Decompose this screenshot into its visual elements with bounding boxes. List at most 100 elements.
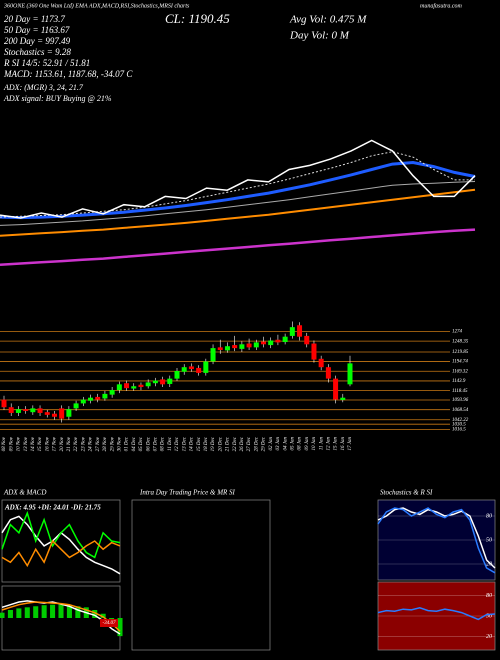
histogram-bar (66, 605, 72, 618)
x-tick-label: 15 Jan (334, 437, 339, 451)
x-tick-label: 27 Dec (247, 436, 252, 451)
candle-body (210, 348, 216, 362)
chart-title: 360ONE (360 One Wam Ltd) EMA ADX,MACD,RS… (3, 2, 190, 9)
candle-body (275, 339, 281, 343)
series-line (0, 160, 476, 220)
y-tick-label: 1030.5 (452, 422, 466, 427)
y-tick-label: 20 (486, 561, 492, 567)
candle-body (196, 367, 202, 373)
candle-body (174, 371, 180, 379)
x-tick-label: 26 Dec (240, 436, 245, 451)
x-tick-label: 18 Dec (204, 436, 209, 451)
histogram-bar (75, 606, 81, 618)
info-text: 50 Day = 1163.67 (4, 25, 70, 35)
x-tick-label: 23 Nov (81, 436, 86, 451)
x-tick-label: 04 Dec (132, 436, 137, 451)
histogram-bar (58, 604, 64, 618)
candle-body (116, 384, 122, 391)
x-tick-label: 05 Jan (290, 437, 295, 451)
x-tick-label: 08 Jan (298, 437, 303, 451)
candle-body (289, 327, 295, 336)
panel-frame (1, 499, 121, 583)
info-text: MACD: 1153.61, 1187.68, -34.07 C (3, 69, 133, 79)
x-tick-label: 19 Dec (211, 436, 216, 451)
panel-title: Intra Day Trading Price & MR SI (139, 489, 236, 497)
x-tick-label: 17 Jan (348, 437, 353, 451)
candle-body (1, 399, 7, 408)
series-line (0, 188, 476, 237)
y-tick-label: 1068.54 (452, 408, 469, 413)
y-tick-label: 1194.74 (452, 360, 468, 365)
candle-body (304, 335, 310, 345)
x-tick-label: 10 Jan (312, 437, 317, 451)
histogram-bar (33, 606, 39, 618)
candle-body (188, 366, 194, 370)
series-line (1, 601, 121, 632)
value-label: -34.07 (103, 621, 116, 626)
y-tick-label: 1093.96 (452, 398, 469, 403)
x-tick-label: 22 Nov (74, 436, 79, 451)
candle-body (239, 344, 245, 349)
histogram-bar (117, 618, 123, 637)
histogram-bar (7, 610, 13, 618)
candle-body (124, 383, 130, 389)
x-tick-label: 29 Dec (262, 436, 267, 451)
candle-body (181, 367, 187, 372)
x-tick-label: 29 Nov (110, 436, 115, 451)
candle-body (131, 386, 137, 389)
candle-body (232, 345, 238, 349)
candle-body (203, 361, 209, 373)
x-tick-label: 14 Dec (190, 436, 195, 451)
candle-body (95, 396, 101, 400)
x-tick-label: 08 Dec (161, 436, 166, 451)
x-tick-label: 14 Nov (31, 436, 36, 451)
x-tick-label: 28 Nov (103, 436, 108, 451)
x-tick-label: 11 Jan (319, 437, 324, 451)
y-tick-label: 50 (486, 613, 492, 619)
candle-body (282, 336, 288, 343)
x-tick-label: 21 Nov (67, 436, 72, 451)
candle-body (167, 378, 173, 384)
x-tick-label: 21 Dec (226, 436, 231, 451)
histogram-bar (0, 612, 5, 618)
info-text: ADX: (MGR) 3, 24, 21.7 (3, 83, 84, 92)
candle-body (318, 358, 324, 368)
x-tick-label: 15 Dec (197, 436, 202, 451)
x-tick-label: 06 Dec (146, 436, 151, 451)
y-tick-label: 1274 (452, 329, 463, 334)
histogram-bar (16, 608, 22, 618)
x-tick-label: 12 Dec (175, 436, 180, 451)
x-tick-label: 08 Nov (2, 436, 7, 451)
x-tick-label: 24 Nov (89, 436, 94, 451)
info-text: Stochastics = 9.28 (4, 47, 71, 57)
candle-body (80, 399, 86, 404)
histogram-bar (24, 607, 30, 618)
info-text: 20 Day = 1173.7 (4, 14, 65, 24)
x-tick-label: 13 Dec (182, 436, 187, 451)
candle-body (23, 409, 29, 412)
candle-body (333, 378, 339, 400)
y-tick-label: 1169.32 (452, 369, 468, 374)
candle-body (253, 342, 259, 348)
x-tick-label: 13 Nov (24, 436, 29, 451)
candle-body (347, 363, 353, 385)
candle-body (37, 408, 43, 413)
candle-body (73, 403, 79, 409)
y-tick-label: 1248.35 (452, 339, 469, 344)
candle-body (160, 379, 166, 385)
info-text: 200 Day = 997.49 (4, 36, 71, 46)
x-tick-label: 10 Nov (17, 436, 22, 451)
candle-body (261, 341, 266, 345)
series-line (1, 539, 121, 568)
histogram-bar (100, 613, 106, 618)
candle-body (102, 393, 108, 399)
x-tick-label: 11 Dec (168, 436, 173, 451)
x-tick-label: 02 Jan (269, 437, 274, 451)
panel-frame (131, 499, 271, 651)
histogram-bar (92, 610, 98, 618)
candle-body (59, 408, 65, 419)
x-tick-label: 27 Nov (96, 436, 101, 451)
series-line (1, 510, 121, 559)
panel-title: Stochastics & R SI (380, 489, 433, 497)
candle-body (30, 408, 36, 413)
